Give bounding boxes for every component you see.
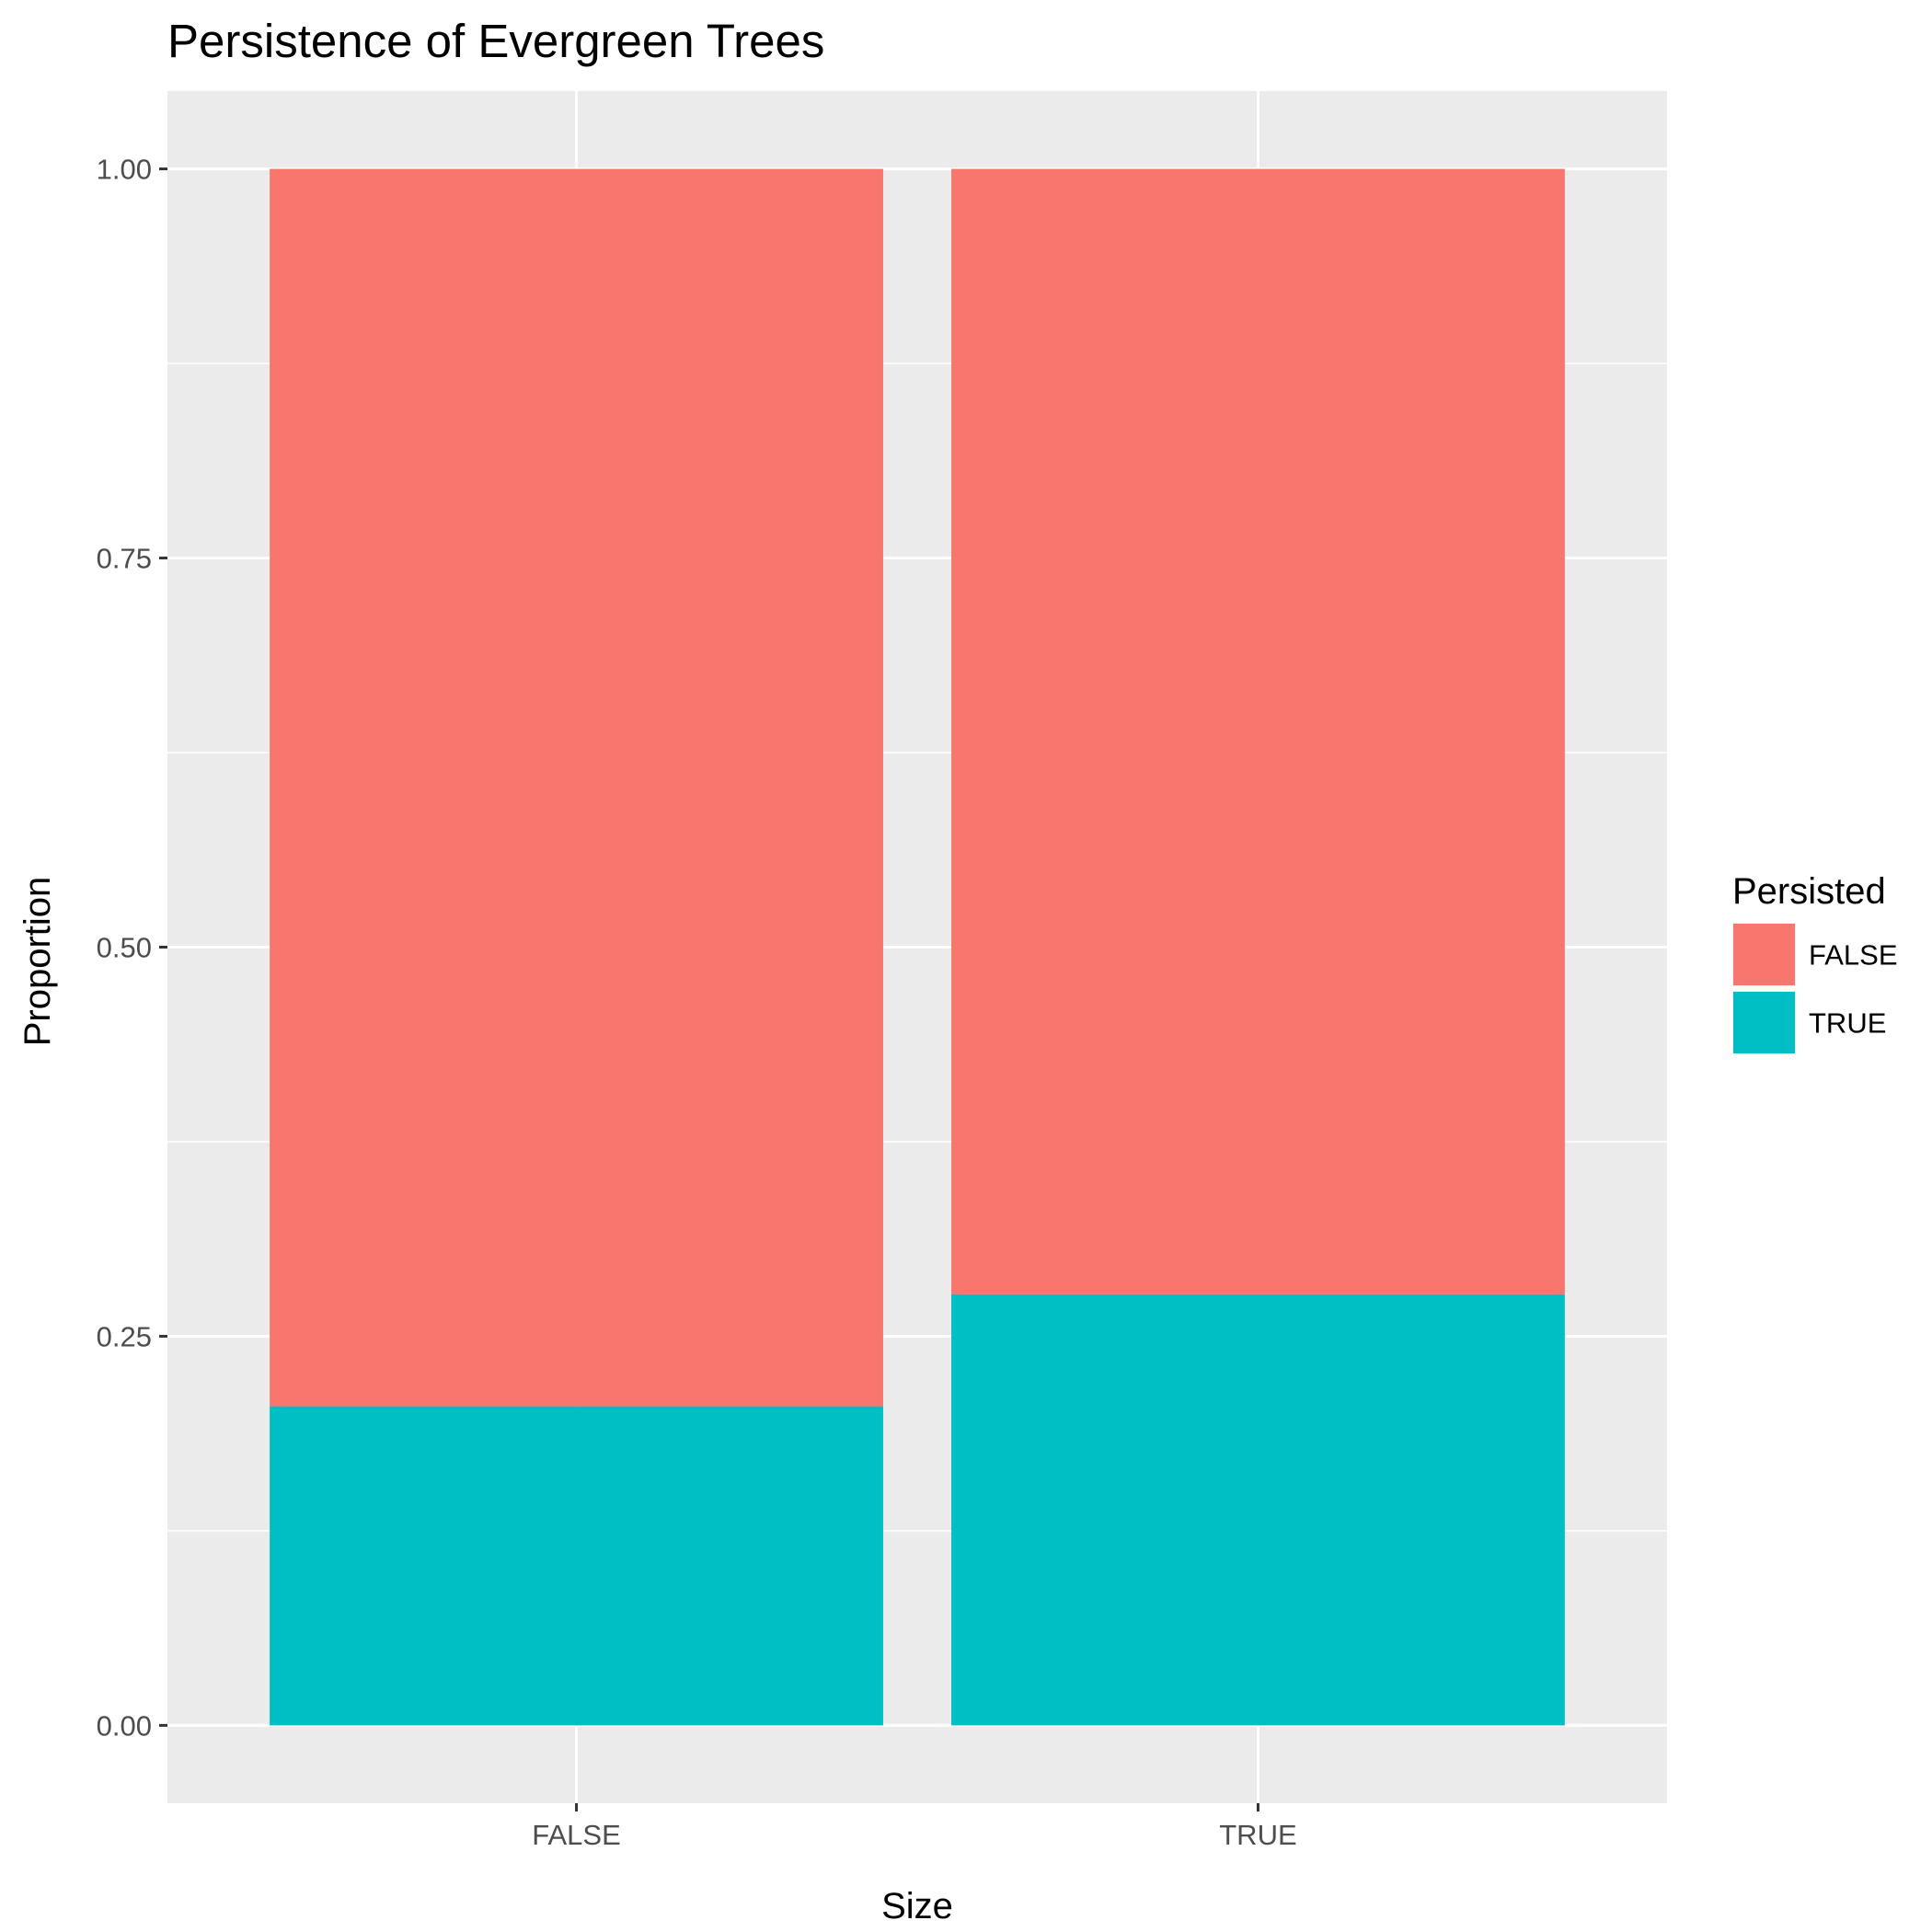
x-tick-label: FALSE: [532, 1819, 621, 1851]
y-tick-label: 0.75: [97, 543, 152, 575]
legend: Persisted FALSE TRUE: [1732, 871, 1898, 1054]
legend-label-true: TRUE: [1809, 1007, 1886, 1040]
bar-segment-true-false: [951, 168, 1565, 1294]
x-tick-label: TRUE: [1219, 1819, 1296, 1851]
chart-title: Persistence of Evergreen Trees: [167, 15, 824, 67]
y-axis-title: Proportion: [17, 877, 58, 1047]
bar-segment-true-true: [951, 1294, 1565, 1726]
legend-swatch-false: [1733, 924, 1795, 985]
bar-segment-false-false: [270, 168, 883, 1407]
y-axis: 0.00 0.25 0.50 0.75 1.00: [97, 154, 167, 1742]
y-tick-label: 1.00: [97, 154, 152, 186]
legend-title: Persisted: [1732, 871, 1886, 912]
bar-segment-false-true: [270, 1406, 883, 1726]
y-tick-label: 0.00: [97, 1709, 152, 1742]
y-tick-label: 0.50: [97, 932, 152, 964]
x-axis-title: Size: [881, 1886, 953, 1926]
y-tick-label: 0.25: [97, 1320, 152, 1352]
legend-swatch-true: [1733, 992, 1795, 1053]
x-axis: FALSE TRUE: [532, 1803, 1297, 1851]
legend-label-false: FALSE: [1809, 939, 1898, 972]
bars: [270, 168, 1565, 1726]
